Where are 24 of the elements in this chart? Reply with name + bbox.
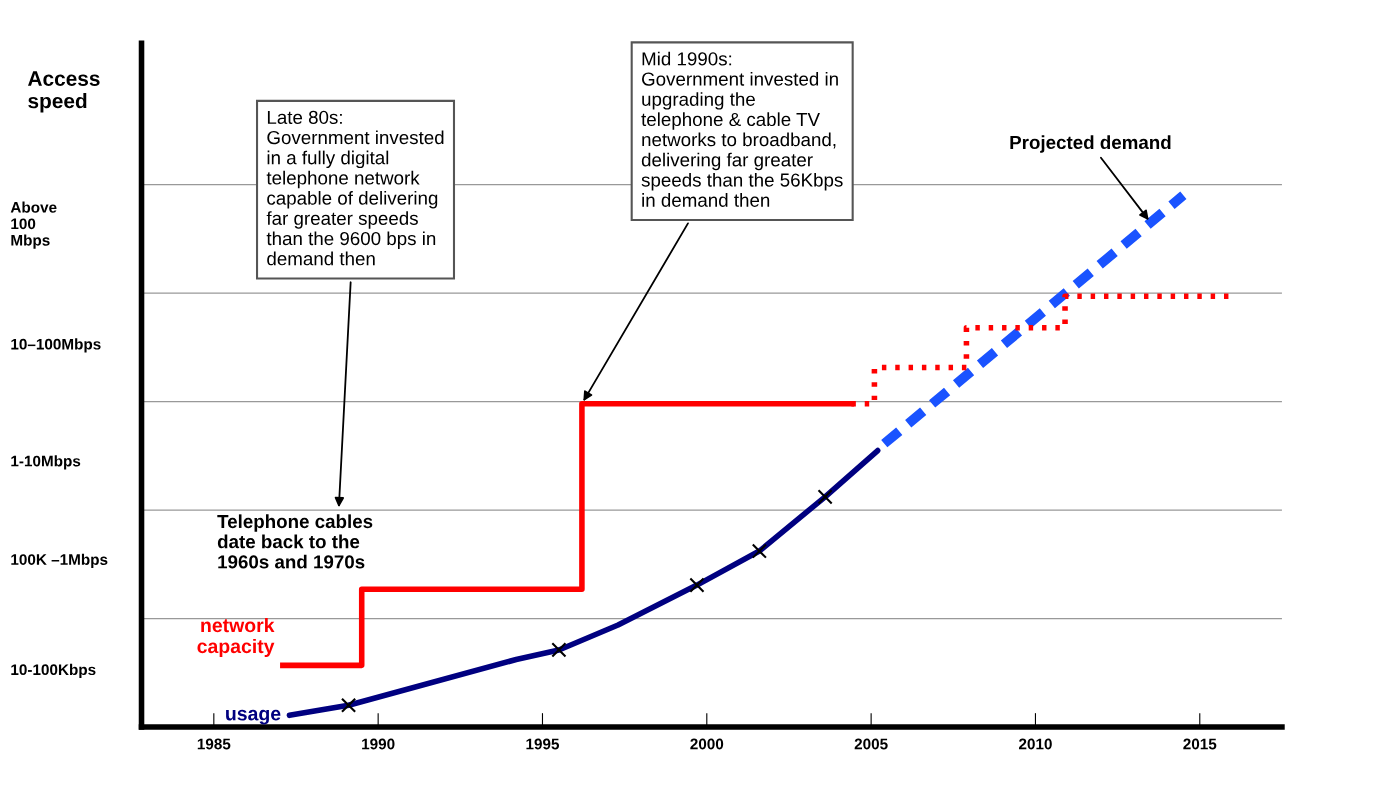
annotation: Projected demand	[1010, 135, 1171, 153]
x-tick-label: 2000	[690, 738, 724, 750]
x-tick-label: 1985	[197, 738, 231, 750]
x-tick-label: 2005	[854, 738, 888, 750]
point	[340, 697, 357, 713]
x-tick-label: 2010	[1018, 738, 1052, 750]
text: 100K –1Mbps	[11, 553, 108, 568]
point	[551, 642, 567, 658]
x-tick-label: 1990	[362, 738, 395, 750]
point	[689, 577, 705, 593]
x-tick-label: 2015	[1183, 738, 1217, 750]
y-axis-title: Access speed	[28, 71, 100, 113]
text: 10–100Mbps	[11, 338, 101, 353]
text: 10-100Kbps	[11, 663, 96, 679]
text: 1-10Mbps	[11, 455, 81, 470]
text: Above 100 Mbps	[10, 201, 57, 249]
series-label: usage	[226, 709, 281, 725]
annotation: Telephone cables date back to the 1960s and 1970s	[217, 514, 373, 569]
annotation: Mid 1990s: Government invested in upgrading the telephone & cable TV networks to broadband, delivering far greater speeds than the 56Kbps in demand then	[641, 51, 843, 207]
x-tick-label: 1995	[526, 738, 560, 750]
point	[751, 543, 768, 559]
point	[817, 489, 833, 505]
series-label: network capacity	[197, 617, 275, 658]
annotation: Late 80s: Government invested in a fully digital telephone network capable of delivering far greater speeds than the 9600 bps in demand then	[266, 110, 444, 266]
